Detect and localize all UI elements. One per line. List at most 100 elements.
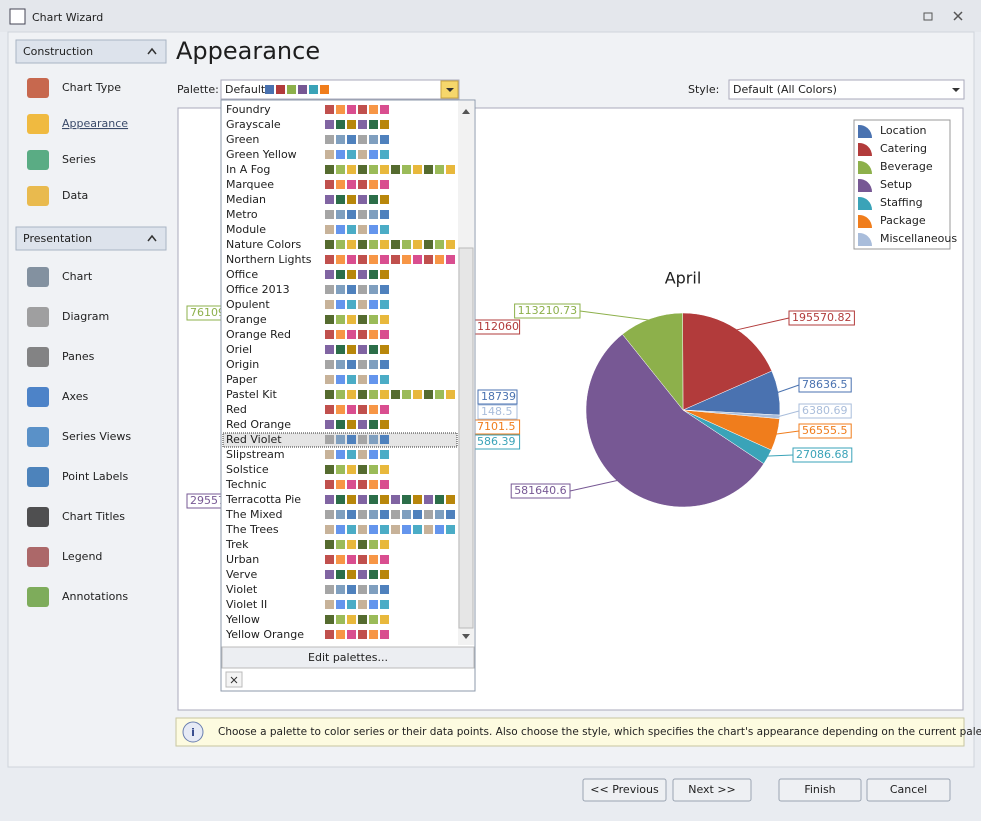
palette-item[interactable]: Green Yellow [226,148,297,161]
nav-item[interactable]: Legend [62,550,102,563]
wizard-button[interactable] [582,778,667,802]
palette-item[interactable]: Office [226,268,258,281]
palette-item[interactable]: Yellow [225,613,260,626]
palette-item[interactable]: Technic [225,478,267,491]
wizard-button[interactable] [778,778,862,802]
palette-item[interactable]: In A Fog [226,163,270,176]
palette-item[interactable]: The Mixed [225,508,282,521]
wizard-button[interactable] [672,778,752,802]
nav-item[interactable]: Axes [62,390,88,403]
palette-item[interactable]: Module [226,223,266,236]
palette-item[interactable]: Office 2013 [226,283,290,296]
palette-item[interactable]: Paper [226,373,258,386]
palette-item[interactable]: Red [226,403,247,416]
palette-item[interactable]: Marquee [226,178,274,191]
legend-swatch [858,124,872,138]
swatch [358,570,367,579]
swatch [369,240,378,249]
palette-item[interactable]: Violet [226,583,258,596]
swatch [413,255,422,264]
swatch [347,480,356,489]
palette-item[interactable]: Verve [226,568,257,581]
palette-item[interactable]: Northern Lights [226,253,312,266]
swatch [325,255,334,264]
swatch [369,420,378,429]
palette-combo[interactable] [220,79,460,100]
palette-item[interactable]: Median [226,193,266,206]
hidden-label: 18739 [481,390,516,403]
palette-item[interactable]: Red Orange [226,418,291,431]
nav-icon [27,114,49,134]
swatch [402,390,411,399]
swatch [336,630,345,639]
palette-item[interactable]: Violet II [226,598,267,611]
nav-item[interactable]: Series [62,153,96,166]
palette-item[interactable]: The Trees [225,523,279,536]
nav-icon [27,467,49,487]
swatch [320,85,329,94]
palette-item[interactable]: Origin [226,358,259,371]
nav-item[interactable]: Point Labels [62,470,128,483]
nav-item[interactable]: Chart [62,270,93,283]
style-combo[interactable] [728,79,965,100]
nav-item[interactable]: Diagram [62,310,109,323]
swatch [435,510,444,519]
palette-item[interactable]: Grayscale [226,118,281,131]
swatch [325,420,334,429]
close-button[interactable] [953,11,963,21]
palette-item[interactable]: Pastel Kit [226,388,278,401]
swatch [325,165,334,174]
palette-item[interactable]: Oriel [226,343,252,356]
edit-palettes-button[interactable] [221,646,475,669]
palette-item[interactable]: Yellow Orange [225,628,304,641]
swatch [336,555,345,564]
palette-item[interactable]: Nature Colors [226,238,302,251]
nav-item[interactable]: Appearance [62,117,128,130]
swatch [402,165,411,174]
scroll-thumb[interactable] [458,247,474,629]
style-label: Style: [688,83,719,96]
nav-item[interactable]: Series Views [62,430,131,443]
palette-item[interactable]: Terracotta Pie [225,493,301,506]
group-header[interactable] [15,226,167,251]
palette-item[interactable]: Opulent [226,298,270,311]
palette-item[interactable]: Solstice [226,463,269,476]
palette-item[interactable]: Slipstream [226,448,285,461]
swatch [446,240,455,249]
palette-item[interactable]: Metro [226,208,258,221]
swatch [369,225,378,234]
swatch [380,555,389,564]
wizard-button[interactable] [866,778,951,802]
swatch [347,255,356,264]
palette-item[interactable]: Orange [226,313,267,326]
palette-item[interactable]: Green [226,133,259,146]
swatch [336,465,345,474]
scroll-down[interactable] [462,634,470,639]
swatch [391,255,400,264]
nav-item[interactable]: Chart Type [62,81,121,94]
nav-item[interactable]: Panes [62,350,95,363]
swatch [325,390,334,399]
legend-entry: Miscellaneous [880,232,957,245]
swatch [358,105,367,114]
swatch [325,435,334,444]
nav-item[interactable]: Annotations [62,590,128,603]
legend-entry: Package [880,214,926,227]
nav-icon [27,507,49,527]
swatch [358,345,367,354]
scroll-up[interactable] [462,109,470,114]
palette-item[interactable]: Red Violet [226,433,282,446]
palette-item[interactable]: Trek [225,538,249,551]
nav-item[interactable]: Data [62,189,88,202]
group-header[interactable] [15,39,167,64]
palette-item[interactable]: Foundry [226,103,271,116]
data-label: 195570.82 [792,311,852,324]
nav-icon [27,347,49,367]
restore-button[interactable] [923,12,933,21]
swatch [358,555,367,564]
palette-item[interactable]: Orange Red [226,328,291,341]
palette-item[interactable]: Urban [226,553,259,566]
data-label-box [510,483,571,499]
nav-item[interactable]: Chart Titles [62,510,125,523]
swatch [413,390,422,399]
